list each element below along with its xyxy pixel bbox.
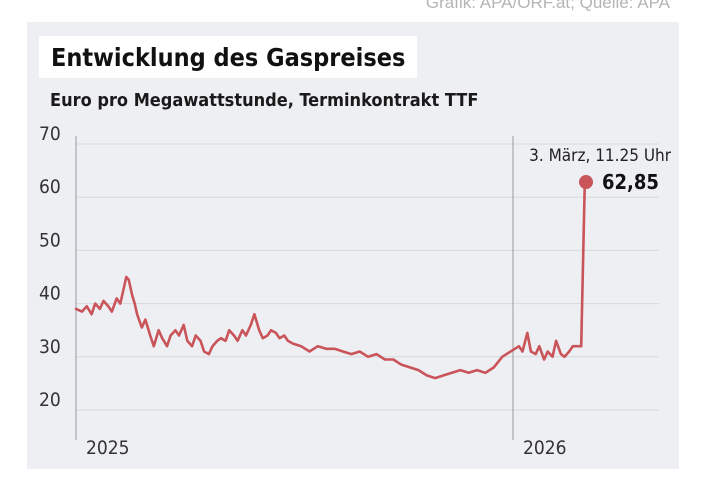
line-chart: 20 30 40 50 60 70 2025 2026 3. März, 11.25 Uhr 6… bbox=[39, 123, 672, 459]
title-box: Entwicklung des Gaspreises bbox=[39, 36, 418, 78]
y-tick-label: 40 bbox=[39, 283, 61, 305]
source-credit: Grafik: APA/ORF.at; Quelle: APA bbox=[425, 0, 670, 12]
annotation-layer: 3. März, 11.25 Uhr 62,85 bbox=[529, 146, 672, 194]
x-tick-label: 2026 bbox=[523, 437, 567, 459]
y-tick-label: 30 bbox=[39, 336, 61, 358]
y-tick-label: 20 bbox=[39, 389, 61, 411]
price-line bbox=[74, 180, 588, 380]
y-tick-label: 70 bbox=[39, 123, 61, 145]
x-tick-label: 2025 bbox=[86, 437, 130, 459]
chart-panel: Entwicklung des Gaspreises Euro pro Mega… bbox=[27, 22, 679, 469]
chart-subtitle: Euro pro Megawattstunde, Terminkontrakt … bbox=[50, 90, 479, 111]
axis-layer: 20 30 40 50 60 70 2025 2026 bbox=[39, 123, 566, 459]
series-layer bbox=[74, 180, 588, 380]
annotation-timestamp: 3. März, 11.25 Uhr bbox=[529, 146, 672, 166]
grid-layer bbox=[75, 143, 659, 411]
y-tick-label: 60 bbox=[39, 176, 61, 198]
chart-title: Entwicklung des Gaspreises bbox=[51, 42, 406, 72]
y-tick-label: 50 bbox=[39, 229, 61, 251]
annotation-value: 62,85 bbox=[602, 170, 659, 194]
last-value-marker bbox=[579, 175, 593, 190]
